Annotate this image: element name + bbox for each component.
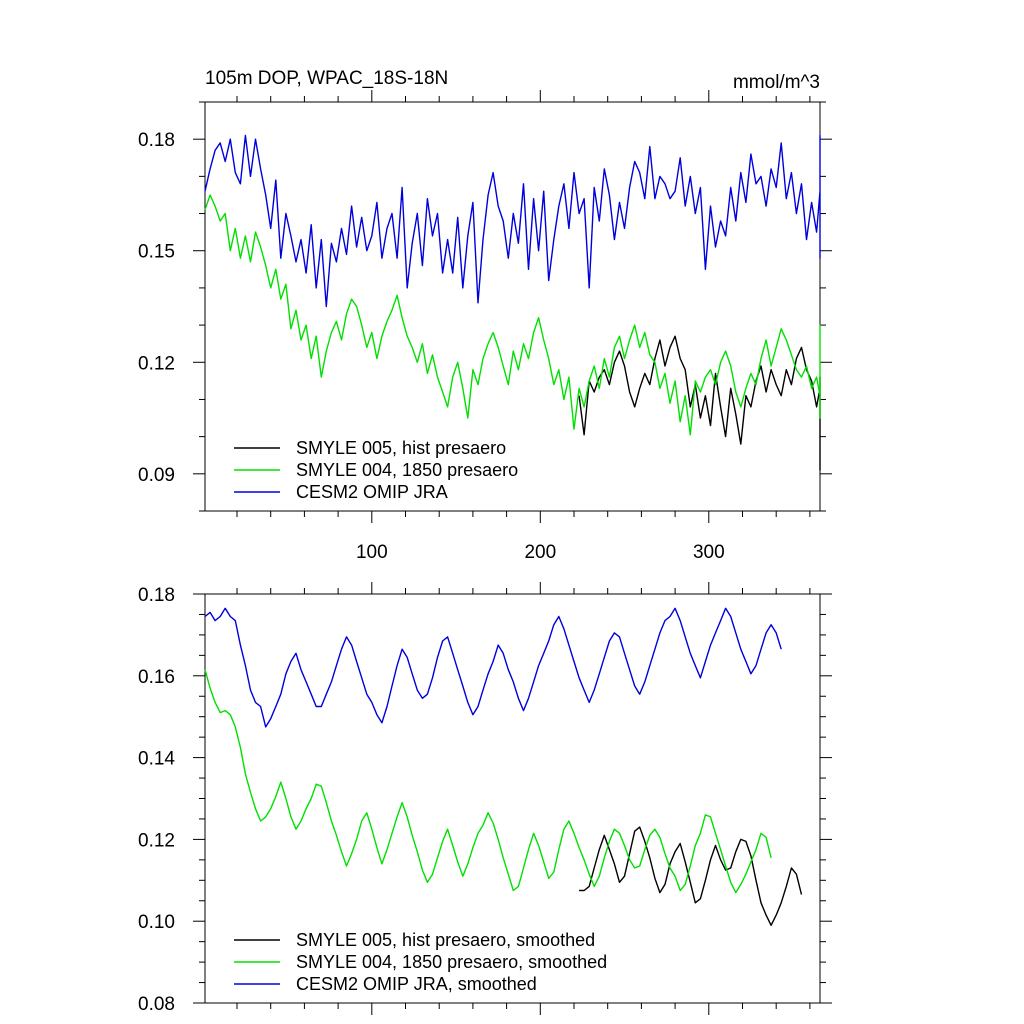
plot-frame	[204, 101, 821, 512]
legend-label: SMYLE 005, hist presaero, smoothed	[296, 930, 595, 950]
tick-labels: 0.08 0.10 0.12 0.14 0.16 0.18	[138, 585, 175, 1015]
series-lines	[204, 607, 803, 926]
x-tick-label: 200	[524, 542, 556, 563]
legend: SMYLE 005, hist presaero, smoothedSMYLE …	[234, 930, 607, 994]
y-tick-label: 0.10	[138, 912, 175, 933]
series-line	[204, 669, 772, 894]
bottom-panel: 0.08 0.10 0.12 0.14 0.16 0.18 SMYLE 005, hist…	[138, 582, 832, 1015]
tick-labels: 0.09 0.12 0.15 0.18 100 200 300	[138, 130, 725, 563]
tick-marks	[193, 582, 832, 1015]
series-line	[204, 134, 821, 308]
legend-label: SMYLE 004, 1850 presaero, smoothed	[296, 952, 607, 972]
series-line	[204, 194, 821, 436]
y-tick-label: 0.09	[138, 465, 175, 486]
y-tick-label: 0.18	[138, 130, 175, 151]
series-line	[578, 335, 821, 471]
legend-label: SMYLE 004, 1850 presaero	[296, 460, 518, 480]
legend-label: CESM2 OMIP JRA, smoothed	[296, 974, 537, 994]
y-tick-label: 0.15	[138, 242, 175, 263]
y-tick-label: 0.12	[138, 830, 175, 851]
series-lines	[204, 134, 821, 471]
y-tick-label: 0.14	[138, 749, 175, 770]
units-label: mmol/m^3	[733, 72, 820, 93]
y-tick-label: 0.16	[138, 667, 175, 688]
legend-label: CESM2 OMIP JRA	[296, 482, 448, 502]
chart-title: 105m DOP, WPAC_18S-18N	[205, 68, 448, 89]
series-line	[204, 607, 782, 728]
series-line	[579, 826, 803, 926]
x-tick-label: 100	[356, 542, 388, 563]
legend-label: SMYLE 005, hist presaero	[296, 438, 506, 458]
x-tick-label: 300	[693, 542, 725, 563]
y-tick-label: 0.12	[138, 353, 175, 374]
tick-marks	[193, 90, 832, 523]
y-tick-label: 0.08	[138, 994, 175, 1015]
y-tick-label: 0.18	[138, 585, 175, 606]
top-panel: 105m DOP, WPAC_18S-18N mmol/m^3 0.09 0.12…	[138, 68, 832, 563]
